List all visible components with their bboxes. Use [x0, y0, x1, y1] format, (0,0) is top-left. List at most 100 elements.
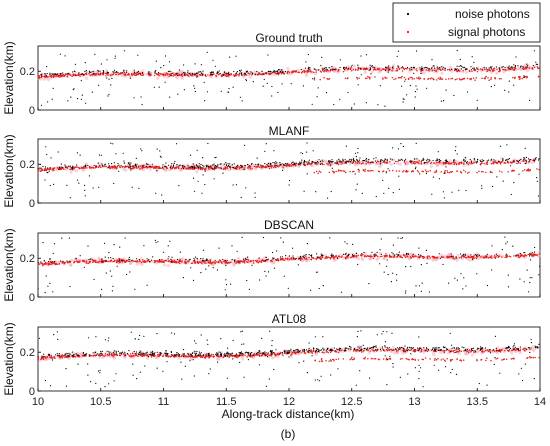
noise-photon — [84, 195, 86, 197]
signal-photon — [134, 260, 137, 263]
signal-photon — [507, 68, 509, 71]
signal-glow-point — [495, 71, 499, 75]
signal-photon — [46, 262, 48, 264]
signal-photon — [485, 359, 487, 362]
signal-photon — [427, 170, 429, 173]
signal-photon — [280, 258, 283, 260]
noise-photon — [74, 63, 76, 65]
signal-photon — [503, 68, 505, 71]
noise-photon — [130, 260, 133, 262]
signal-photon — [342, 170, 345, 172]
signal-glow-point — [266, 355, 271, 359]
noise-photon — [275, 161, 277, 163]
noise-photon — [46, 171, 48, 173]
noise-photon — [275, 163, 277, 165]
signal-photon — [418, 256, 421, 259]
signal-photon — [440, 171, 442, 173]
signal-photon — [375, 254, 378, 257]
signal-glow-point — [523, 63, 527, 67]
noise-photon — [85, 102, 87, 104]
signal-photon — [417, 171, 420, 173]
signal-photon — [345, 255, 348, 258]
signal-photon — [412, 162, 415, 164]
noise-photon — [491, 158, 493, 160]
noise-photon — [97, 70, 99, 72]
signal-glow-point — [532, 349, 536, 353]
noise-photon — [91, 91, 93, 93]
signal-photon — [139, 167, 141, 170]
signal-photon — [261, 73, 264, 76]
y-axis-label: Elevation(km) — [2, 228, 16, 301]
noise-photon — [153, 86, 155, 88]
noise-photon — [476, 99, 478, 101]
signal-glow-point — [383, 256, 387, 260]
noise-photon — [380, 238, 382, 240]
noise-photon — [220, 167, 222, 169]
signal-photon — [107, 74, 109, 76]
signal-glow-point — [375, 258, 379, 262]
signal-glow-point — [141, 69, 145, 73]
noise-photon — [234, 259, 236, 261]
signal-photon — [432, 256, 435, 259]
noise-photon — [534, 246, 536, 249]
noise-photon — [204, 100, 206, 102]
noise-photon — [316, 253, 318, 255]
noise-photon — [354, 173, 356, 175]
signal-photon — [486, 161, 489, 163]
signal-photon — [481, 69, 484, 71]
noise-photon — [141, 72, 144, 74]
noise-photon — [488, 67, 490, 69]
signal-photon — [372, 349, 374, 352]
noise-photon — [306, 142, 308, 144]
noise-photon — [414, 91, 417, 93]
noise-photon — [165, 165, 167, 168]
noise-photon — [328, 162, 330, 164]
noise-photon — [182, 277, 184, 279]
noise-photon — [455, 69, 457, 71]
signal-photon — [96, 261, 99, 263]
noise-photon — [68, 72, 70, 74]
noise-photon — [194, 87, 196, 89]
noise-photon — [133, 69, 135, 71]
noise-photon — [87, 164, 89, 167]
signal-photon — [325, 70, 327, 72]
signal-glow-point — [271, 356, 275, 360]
signal-photon — [246, 261, 249, 263]
noise-photon — [473, 67, 475, 69]
noise-photon — [490, 67, 492, 69]
noise-photon — [225, 163, 227, 165]
noise-photon — [311, 254, 313, 256]
noise-photon — [434, 67, 436, 69]
noise-photon — [173, 164, 175, 166]
signal-photon — [532, 159, 534, 161]
signal-photon — [269, 73, 271, 76]
signal-photon — [95, 73, 98, 76]
signal-photon — [453, 258, 456, 260]
noise-photon — [523, 76, 525, 78]
signal-photon — [268, 167, 271, 170]
noise-photon — [537, 159, 540, 161]
noise-photon — [282, 169, 284, 171]
signal-photon — [261, 164, 263, 167]
signal-photon — [513, 169, 515, 172]
noise-photon — [84, 189, 86, 191]
signal-photon — [468, 70, 471, 72]
noise-photon — [223, 163, 225, 165]
noise-photon — [433, 65, 435, 67]
noise-photon — [177, 93, 179, 95]
x-tick-label: 13.5 — [467, 396, 488, 408]
signal-photon — [90, 73, 93, 76]
noise-photon — [380, 159, 382, 161]
signal-photon — [500, 161, 503, 163]
signal-photon — [489, 171, 492, 173]
signal-photon — [181, 260, 183, 262]
signal-photon — [389, 255, 391, 258]
noise-photon — [189, 167, 191, 169]
noise-photon — [202, 174, 204, 176]
noise-photon — [136, 163, 138, 165]
signal-photon — [63, 75, 65, 78]
noise-photon — [111, 163, 113, 165]
noise-photon — [108, 166, 110, 168]
signal-photon — [157, 166, 159, 168]
